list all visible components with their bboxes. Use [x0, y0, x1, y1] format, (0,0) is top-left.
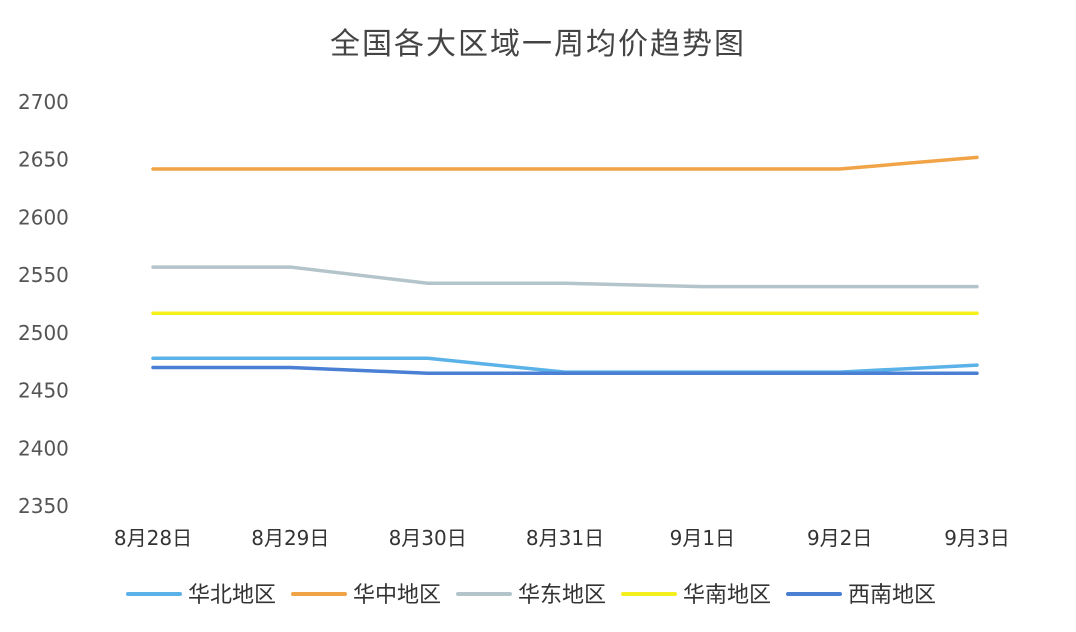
x-tick-label: 9月1日 [670, 526, 735, 550]
series-line-2 [151, 155, 979, 171]
legend-label: 华中地区 [353, 583, 441, 608]
chart-title: 全国各大区域一周均价趋势图 [330, 27, 746, 62]
legend-label: 华北地区 [188, 583, 276, 608]
legend-label: 西南地区 [848, 583, 936, 608]
y-tick-label: 2600 [18, 205, 69, 229]
y-tick-label: 2700 [18, 90, 69, 114]
x-tick-label: 8月28日 [114, 526, 192, 550]
y-axis-ticks: 2350 2400 2450 2500 2550 2600 2650 2700 [18, 90, 69, 518]
x-tick-label: 9月2日 [807, 526, 872, 550]
legend-label: 华东地区 [518, 583, 606, 608]
legend: 华北地区 华中地区 华东地区 华南地区 西南地区 [126, 583, 936, 608]
series-line-1 [151, 356, 979, 374]
y-tick-label: 2450 [18, 379, 69, 403]
y-tick-label: 2500 [18, 321, 69, 345]
series-line-5 [151, 365, 979, 376]
y-tick-label: 2550 [18, 263, 69, 287]
x-tick-label: 8月29日 [251, 526, 329, 550]
y-tick-label: 2350 [18, 494, 69, 518]
x-tick-label: 9月3日 [944, 526, 1009, 550]
y-tick-label: 2400 [18, 436, 69, 460]
x-tick-label: 8月30日 [389, 526, 467, 550]
series-line-3 [151, 265, 979, 289]
legend-label: 华南地区 [683, 583, 771, 608]
series-lines [151, 155, 979, 376]
x-tick-label: 8月31日 [526, 526, 604, 550]
x-axis-ticks: 8月28日 8月29日 8月30日 8月31日 9月1日 9月2日 9月3日 [114, 526, 1010, 550]
y-tick-label: 2650 [18, 148, 69, 172]
